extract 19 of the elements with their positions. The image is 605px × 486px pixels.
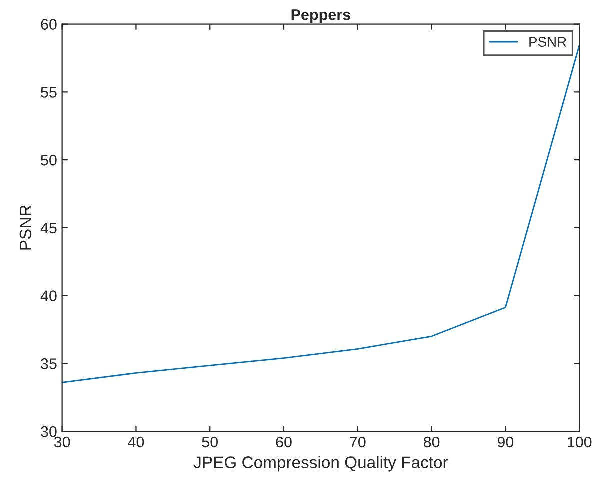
x-tick-label: 100 [568,436,592,448]
y-tick-label: 40 [40,290,57,302]
y-tick-label: 50 [41,154,57,166]
y-tick-label: 55 [41,87,57,98]
y-axis-title: PSNR [20,206,32,250]
x-tick-label: 50 [202,436,218,448]
x-tick-label: 80 [424,436,440,448]
legend-label: PSNR [530,37,566,47]
y-tick-label: 60 [41,19,57,30]
x-tick-label: 90 [498,436,514,448]
y-tick-label: 35 [41,358,57,370]
x-axis-title: JPEG Compression Quality Factor [194,456,448,472]
y-tick-label: 30 [41,426,57,438]
x-tick-label: 40 [128,436,144,448]
x-tick-label: 30 [54,436,70,448]
x-tick-label: 60 [276,436,292,448]
x-tick-label: 70 [350,436,366,448]
y-tick-label: 45 [40,222,57,234]
chart-title: Peppers [292,10,350,24]
